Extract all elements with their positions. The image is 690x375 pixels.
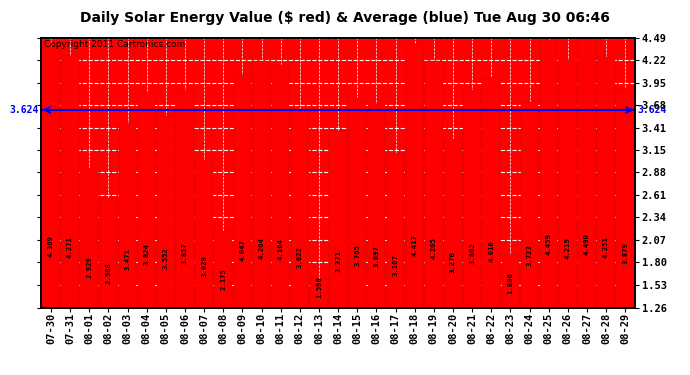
- Bar: [253, 62, 270, 308]
- Text: 4.010: 4.010: [489, 240, 494, 262]
- Text: 2.175: 2.175: [220, 268, 226, 290]
- Bar: [386, 153, 404, 308]
- Bar: [540, 40, 558, 308]
- Text: 4.417: 4.417: [412, 234, 417, 256]
- Text: 3.371: 3.371: [335, 250, 341, 272]
- Text: 2.568: 2.568: [106, 262, 111, 284]
- Bar: [157, 116, 175, 308]
- Bar: [502, 255, 519, 308]
- Bar: [272, 65, 290, 308]
- Text: 3.879: 3.879: [622, 242, 628, 264]
- Bar: [444, 140, 462, 308]
- Text: 4.047: 4.047: [239, 240, 246, 261]
- Bar: [119, 123, 137, 308]
- Bar: [578, 38, 595, 308]
- Text: 3.029: 3.029: [201, 255, 207, 277]
- Text: 3.697: 3.697: [373, 245, 380, 267]
- Bar: [482, 78, 500, 308]
- Text: 3.552: 3.552: [163, 247, 169, 269]
- Bar: [406, 44, 424, 308]
- Text: 3.857: 3.857: [182, 242, 188, 264]
- Text: 3.862: 3.862: [469, 242, 475, 264]
- Text: 3.471: 3.471: [124, 248, 130, 270]
- Bar: [425, 62, 442, 308]
- Bar: [559, 60, 577, 308]
- Text: Daily Solar Energy Value ($ red) & Average (blue) Tue Aug 30 06:46: Daily Solar Energy Value ($ red) & Avera…: [80, 11, 610, 25]
- Bar: [616, 88, 634, 308]
- Bar: [368, 104, 385, 308]
- Text: 3.765: 3.765: [354, 244, 360, 266]
- Bar: [348, 98, 366, 308]
- Text: 3.723: 3.723: [526, 244, 533, 266]
- Text: 3.624: 3.624: [9, 105, 39, 115]
- Text: 4.251: 4.251: [603, 237, 609, 258]
- Text: 4.219: 4.219: [565, 237, 571, 259]
- Text: 4.490: 4.490: [584, 233, 590, 255]
- Bar: [463, 90, 481, 308]
- Text: 4.164: 4.164: [277, 238, 284, 260]
- Bar: [329, 131, 347, 308]
- Bar: [215, 231, 232, 308]
- Bar: [598, 57, 615, 308]
- Text: 3.624: 3.624: [638, 105, 667, 115]
- Bar: [42, 48, 60, 308]
- Text: 3.107: 3.107: [393, 254, 399, 276]
- Text: 4.204: 4.204: [259, 237, 264, 259]
- Bar: [521, 102, 538, 308]
- Text: 3.622: 3.622: [297, 246, 303, 268]
- Bar: [138, 93, 155, 308]
- Bar: [61, 56, 79, 308]
- Text: 2.929: 2.929: [86, 256, 92, 278]
- Text: 4.459: 4.459: [546, 233, 552, 255]
- Bar: [176, 90, 194, 308]
- Text: 1.886: 1.886: [507, 272, 513, 294]
- Bar: [99, 198, 117, 308]
- Text: 4.271: 4.271: [67, 236, 73, 258]
- Bar: [234, 75, 251, 308]
- Bar: [195, 160, 213, 308]
- Text: 3.270: 3.270: [450, 251, 456, 273]
- Bar: [291, 110, 308, 308]
- Text: 3.824: 3.824: [144, 243, 150, 265]
- Bar: [310, 279, 328, 308]
- Text: Copyright 2011 Cartronics.com: Copyright 2011 Cartronics.com: [44, 40, 186, 49]
- Text: 4.369: 4.369: [48, 235, 54, 256]
- Bar: [81, 168, 98, 308]
- Text: 4.205: 4.205: [431, 237, 437, 259]
- Text: 1.596: 1.596: [316, 276, 322, 298]
